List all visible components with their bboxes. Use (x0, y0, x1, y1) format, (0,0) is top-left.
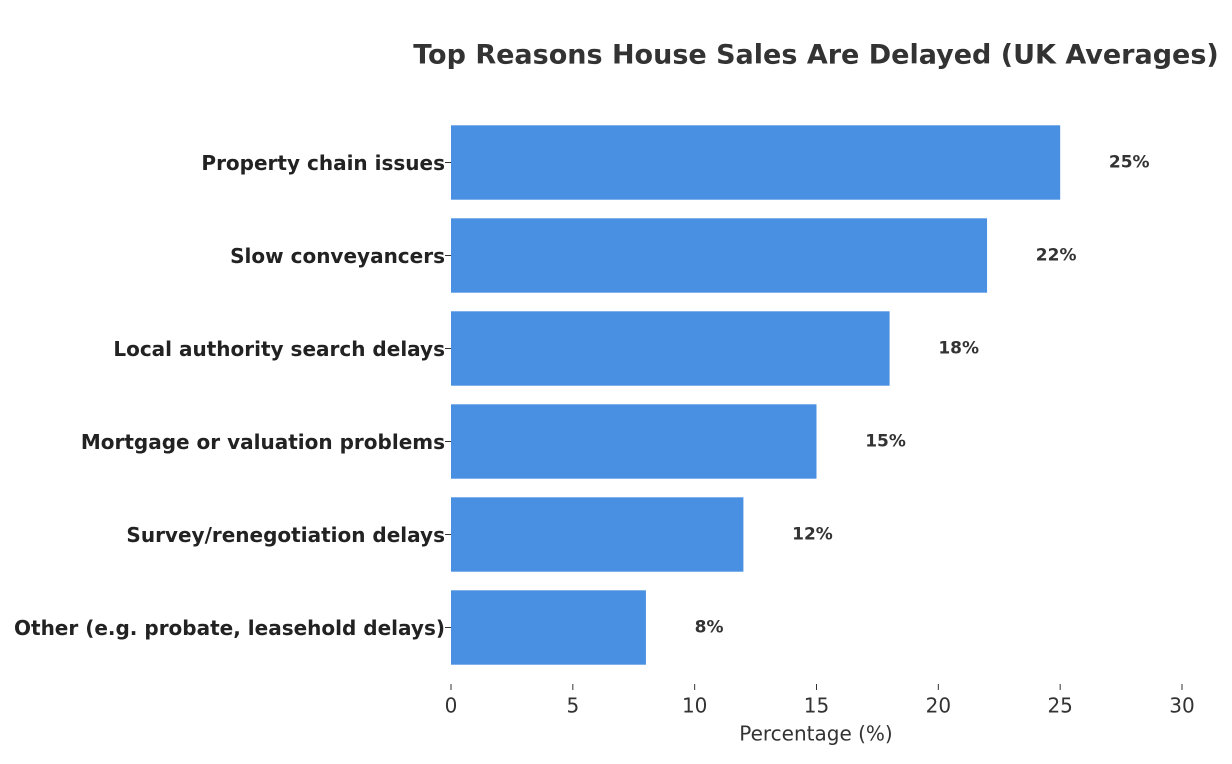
y-tick-label: Other (e.g. probate, leasehold delays) (14, 616, 445, 640)
chart-title: Top Reasons House Sales Are Delayed (UK … (413, 40, 1219, 71)
value-label: 18% (938, 339, 979, 359)
bar (451, 497, 744, 572)
x-tick-label: 10 (682, 694, 707, 718)
x-axis-label: Percentage (%) (739, 722, 892, 746)
y-tick-label: Slow conveyancers (230, 244, 445, 268)
bar (451, 125, 1061, 200)
value-label: 22% (1036, 246, 1077, 266)
bar (451, 311, 890, 386)
y-tick-label: Mortgage or valuation problems (81, 430, 445, 454)
x-tick-label: 25 (1047, 694, 1072, 718)
x-tick-label: 0 (445, 694, 458, 718)
value-label: 15% (865, 432, 906, 452)
bar (451, 218, 988, 293)
x-tick-label: 5 (566, 694, 579, 718)
y-tick-label: Property chain issues (201, 151, 445, 175)
value-label: 12% (792, 525, 833, 545)
value-label: 8% (695, 618, 724, 638)
x-tick-label: 30 (1169, 694, 1194, 718)
value-label: 25% (1109, 153, 1150, 173)
x-tick-label: 20 (926, 694, 951, 718)
bar (451, 590, 646, 665)
x-tick-label: 15 (804, 694, 829, 718)
bar (451, 404, 817, 479)
y-tick-label: Survey/renegotiation delays (126, 523, 445, 547)
y-tick-label: Local authority search delays (113, 337, 445, 361)
